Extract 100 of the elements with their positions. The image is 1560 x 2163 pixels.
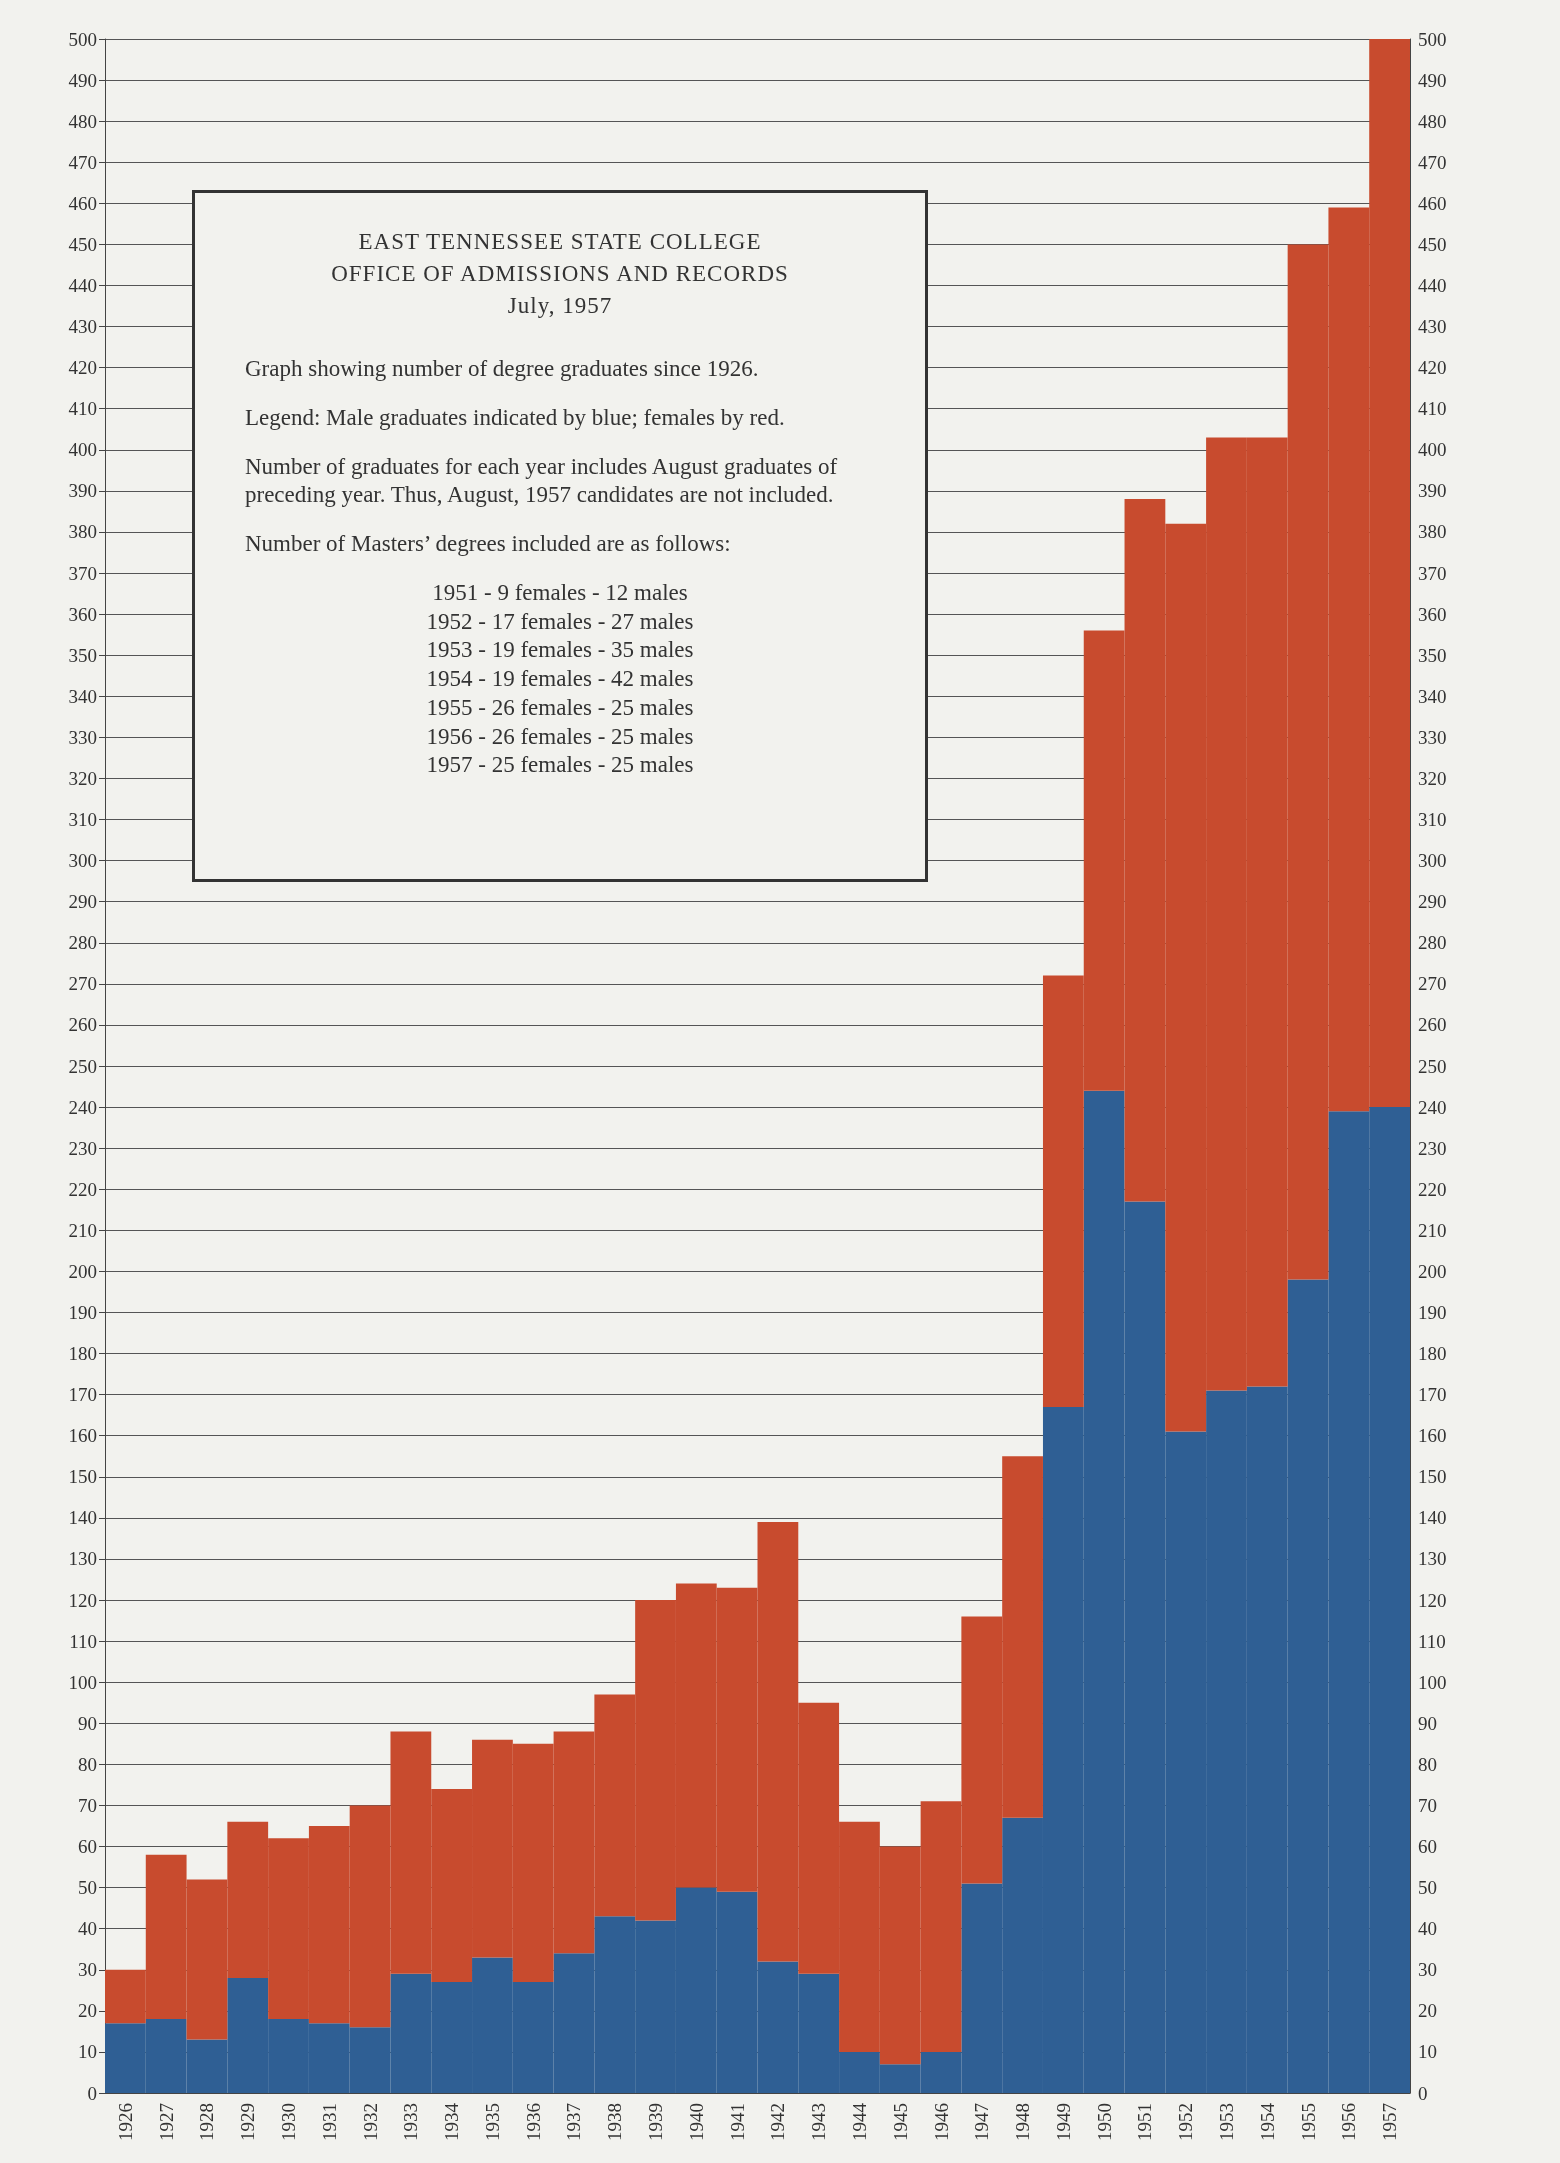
y-tick-label: 440 — [68, 274, 97, 296]
x-tick-label: 1939 — [645, 2103, 667, 2141]
y-tick-label: 380 — [68, 521, 97, 543]
y2-tick-label: 190 — [1418, 1301, 1447, 1323]
y2-tick-label: 310 — [1418, 809, 1447, 831]
x-tick-label: 1927 — [155, 2103, 177, 2141]
annotation: 1956 - 26 females - 25 males — [425, 722, 695, 751]
x-tick-label: 1926 — [114, 2103, 136, 2141]
y-tick-label: 360 — [68, 603, 97, 625]
x-tick-label: 1946 — [930, 2103, 952, 2141]
y-tick-label: 320 — [68, 767, 97, 789]
annotation: Number of graduates for each year includes August graduates of preceding year. Thus, August, 1957 candidates are not included. — [245, 452, 839, 510]
x-tick-label: 1936 — [522, 2103, 544, 2141]
y2-tick-label: 130 — [1418, 1548, 1447, 1570]
annotation: July, 1957 — [506, 293, 614, 319]
y2-tick-label: 240 — [1418, 1096, 1447, 1118]
y-tick-label: 170 — [68, 1384, 97, 1406]
y-tick-label: 300 — [68, 850, 97, 872]
annotation: 1952 - 17 females - 27 males — [425, 607, 695, 636]
y-tick-label: 220 — [68, 1178, 97, 1200]
x-tick-label: 1929 — [237, 2103, 259, 2141]
chart-title: EAST TENNESSEE STATE COLLEGE — [358, 229, 762, 254]
y-tick-label: 80 — [78, 1753, 97, 1775]
y2-tick-label: 170 — [1418, 1384, 1447, 1406]
y2-tick-label: 230 — [1418, 1137, 1447, 1159]
y-tick-label: 250 — [68, 1055, 97, 1077]
annotation: 1954 - 19 females - 42 males — [425, 665, 695, 693]
y-tick-label: 390 — [68, 480, 97, 502]
y2-tick-label: 180 — [1418, 1343, 1447, 1365]
y2-tick-label: 200 — [1418, 1260, 1447, 1282]
y-tick-label: 460 — [68, 192, 97, 214]
y2-tick-label: 140 — [1418, 1507, 1447, 1529]
x-tick-label: 1948 — [1012, 2103, 1034, 2141]
y-tick-label: 500 — [68, 28, 97, 50]
x-tick-label: 1956 — [1338, 2103, 1360, 2141]
x-tick-label: 1957 — [1379, 2103, 1401, 2141]
annotation: Legend: Male graduates indicated by blue; females by red. — [245, 403, 786, 432]
y2-tick-label: 80 — [1418, 1753, 1437, 1775]
y-tick-label: 210 — [68, 1219, 97, 1241]
y2-tick-label: 500 — [1418, 28, 1447, 50]
y2-tick-label: 320 — [1418, 767, 1447, 789]
y-tick-label: 60 — [78, 1836, 97, 1858]
y2-tick-label: 100 — [1418, 1671, 1447, 1693]
y2-tick-label: 50 — [1418, 1877, 1437, 1899]
x-tick-label: 1933 — [400, 2103, 422, 2141]
y-tick-label: 240 — [68, 1096, 97, 1118]
y2-tick-label: 30 — [1418, 1959, 1437, 1981]
y-tick-label: 260 — [68, 1014, 97, 1036]
y-tick-label: 280 — [68, 932, 97, 954]
y2-tick-label: 40 — [1418, 1918, 1437, 1940]
x-tick-label: 1938 — [604, 2103, 626, 2141]
x-tick-label: 1955 — [1297, 2103, 1319, 2141]
y2-tick-label: 70 — [1418, 1794, 1437, 1816]
y-tick-label: 70 — [78, 1794, 97, 1816]
x-tick-label: 1934 — [441, 2102, 463, 2141]
x-tick-label: 1942 — [767, 2103, 789, 2141]
y2-tick-label: 450 — [1418, 233, 1447, 255]
y2-tick-label: 290 — [1418, 891, 1447, 913]
y-tick-label: 180 — [68, 1343, 97, 1365]
y2-tick-label: 210 — [1418, 1219, 1447, 1241]
y-tick-label: 430 — [68, 316, 97, 338]
y2-tick-label: 250 — [1418, 1055, 1447, 1077]
y2-tick-label: 470 — [1418, 151, 1447, 173]
x-tick-label: 1952 — [1175, 2103, 1197, 2141]
text: OFFICE OF ADMISSIONS AND RECORDS — [331, 261, 789, 286]
y-tick-label: 120 — [68, 1589, 97, 1611]
x-tick-label: 1935 — [481, 2103, 503, 2141]
annotation: Graph showing number of degree graduates since 1926. — [245, 355, 760, 383]
annotation: 1951 - 9 females - 12 males — [431, 578, 689, 607]
y2-tick-label: 400 — [1418, 439, 1447, 461]
y-tick-label: 450 — [68, 233, 97, 255]
y-tick-label: 290 — [68, 891, 97, 913]
y2-tick-label: 150 — [1418, 1466, 1447, 1488]
y2-tick-label: 160 — [1418, 1425, 1447, 1447]
x-tick-label: 1941 — [726, 2103, 748, 2141]
x-tick-label: 1947 — [971, 2103, 993, 2141]
y-tick-label: 140 — [68, 1507, 97, 1529]
y-tick-label: 160 — [68, 1425, 97, 1447]
y-tick-label: 20 — [78, 2000, 97, 2022]
y-tick-label: 200 — [68, 1260, 97, 1282]
x-tick-label: 1931 — [318, 2103, 340, 2141]
x-tick-label: 1928 — [196, 2103, 218, 2141]
y-tick-label: 490 — [68, 69, 97, 91]
y2-tick-label: 10 — [1418, 2041, 1437, 2063]
y2-tick-label: 420 — [1418, 357, 1447, 379]
y2-tick-label: 280 — [1418, 932, 1447, 954]
y-tick-label: 30 — [78, 1959, 97, 1981]
y-tick-label: 340 — [68, 685, 97, 707]
y-tick-label: 130 — [68, 1548, 97, 1570]
y2-tick-label: 440 — [1418, 274, 1447, 296]
x-tick-label: 1937 — [563, 2103, 585, 2141]
annotation: Number of Masters’ degrees included are as follows: — [245, 530, 732, 558]
y2-tick-label: 260 — [1418, 1014, 1447, 1036]
y2-tick-label: 110 — [1418, 1630, 1446, 1652]
x-tick-label: 1930 — [278, 2103, 300, 2141]
y2-tick-label: 0 — [1418, 2082, 1428, 2104]
x-tick-label: 1932 — [359, 2103, 381, 2141]
y2-tick-label: 330 — [1418, 726, 1447, 748]
y-tick-label: 100 — [68, 1671, 97, 1693]
y2-tick-label: 120 — [1418, 1589, 1447, 1611]
